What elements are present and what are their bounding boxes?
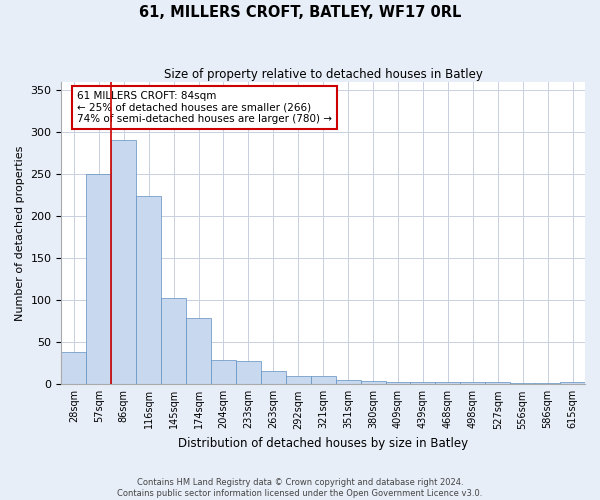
- Bar: [410, 382, 436, 384]
- Bar: [86, 174, 111, 384]
- Bar: [161, 298, 186, 384]
- Bar: [560, 382, 585, 384]
- Bar: [61, 352, 86, 384]
- Bar: [111, 140, 136, 384]
- Title: Size of property relative to detached houses in Batley: Size of property relative to detached ho…: [164, 68, 482, 80]
- Bar: [261, 371, 286, 384]
- Bar: [335, 380, 361, 384]
- Bar: [211, 360, 236, 384]
- Bar: [186, 318, 211, 384]
- Bar: [286, 376, 311, 384]
- Text: 61, MILLERS CROFT, BATLEY, WF17 0RL: 61, MILLERS CROFT, BATLEY, WF17 0RL: [139, 5, 461, 20]
- X-axis label: Distribution of detached houses by size in Batley: Distribution of detached houses by size …: [178, 437, 468, 450]
- Bar: [236, 361, 261, 384]
- Bar: [485, 382, 510, 384]
- Bar: [436, 382, 460, 384]
- Bar: [136, 196, 161, 384]
- Text: Contains HM Land Registry data © Crown copyright and database right 2024.
Contai: Contains HM Land Registry data © Crown c…: [118, 478, 482, 498]
- Bar: [386, 382, 410, 384]
- Bar: [460, 382, 485, 384]
- Bar: [311, 376, 335, 384]
- Text: 61 MILLERS CROFT: 84sqm
← 25% of detached houses are smaller (266)
74% of semi-d: 61 MILLERS CROFT: 84sqm ← 25% of detache…: [77, 90, 332, 124]
- Bar: [361, 381, 386, 384]
- Y-axis label: Number of detached properties: Number of detached properties: [15, 146, 25, 320]
